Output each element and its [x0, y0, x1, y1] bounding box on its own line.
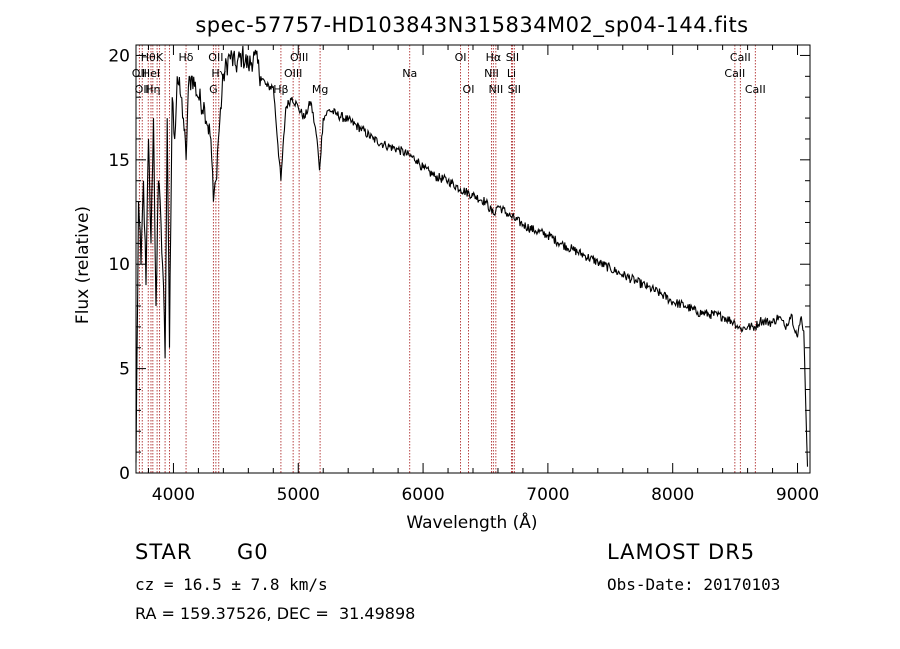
line-marker-label-6: K: [156, 51, 164, 64]
line-marker-label-22: NII: [488, 83, 503, 96]
line-marker-label-23: Li: [507, 67, 516, 80]
line-marker-label-13: Hβ: [273, 83, 288, 96]
line-marker-label-4: Hη: [145, 83, 160, 96]
line-marker-label-20: NII: [484, 67, 499, 80]
x-tick-label-8000: 8000: [651, 485, 694, 505]
y-tick-label-20: 20: [108, 46, 130, 66]
chart-title: spec-57757-HD103843N315834M02_sp04-144.f…: [195, 13, 748, 38]
plot-frame: [135, 44, 811, 474]
x-tick-label-7000: 7000: [526, 485, 569, 505]
x-tick-label-9000: 9000: [776, 485, 819, 505]
line-marker-label-3: HeI: [142, 67, 160, 80]
x-tick-label-4000: 4000: [152, 485, 195, 505]
y-tick-label-0: 0: [119, 464, 130, 484]
object-class: STAR: [135, 540, 193, 564]
x-axis-label: Wavelength (Å): [406, 511, 537, 533]
object-subclass: G0: [237, 540, 269, 564]
line-marker-label-18: OI: [455, 51, 467, 64]
line-marker-label-14: OIII: [284, 67, 302, 80]
line-marker-label-25: SII: [508, 83, 521, 96]
y-axis-label: Flux (relative): [73, 206, 93, 324]
redshift-readout: cz = 16.5 ± 7.8 km/s: [135, 575, 328, 594]
line-marker-label-28: CaII: [745, 83, 766, 96]
y-tick-label-10: 10: [108, 255, 130, 275]
line-marker-label-21: Hα: [486, 51, 502, 64]
x-tick-label-5000: 5000: [277, 485, 320, 505]
line-marker-label-2: Hθ: [141, 51, 156, 64]
line-marker-label-9: Hδ: [179, 51, 194, 64]
line-marker-label-16: Mg: [312, 83, 328, 96]
line-marker-label-26: CaII: [724, 67, 745, 80]
line-marker-label-11: OII: [208, 51, 223, 64]
x-axis-ticks: 4000 5000 6000 7000 8000 9000: [147, 45, 819, 505]
x-tick-label-6000: 6000: [401, 485, 444, 505]
y-tick-label-15: 15: [108, 151, 130, 171]
line-markers: [138, 45, 756, 473]
line-marker-label-15: OIII: [290, 51, 308, 64]
line-marker-label-10: G: [209, 83, 218, 96]
line-marker-label-1: OII: [135, 83, 150, 96]
y-axis-ticks: 0 5 10 15 20: [108, 46, 810, 484]
line-marker-label-27: CaII: [730, 51, 751, 64]
line-marker-label-19: OI: [463, 83, 475, 96]
line-marker-label-17: Na: [402, 67, 417, 80]
obs-date: Obs-Date: 20170103: [607, 575, 781, 594]
y-tick-label-5: 5: [119, 360, 130, 380]
spectrum-line: [135, 45, 809, 467]
coordinates-readout: RA = 159.37526, DEC = 31.49898: [135, 604, 416, 623]
line-marker-label-24: SII: [506, 51, 519, 64]
survey-name: LAMOST DR5: [607, 540, 756, 564]
